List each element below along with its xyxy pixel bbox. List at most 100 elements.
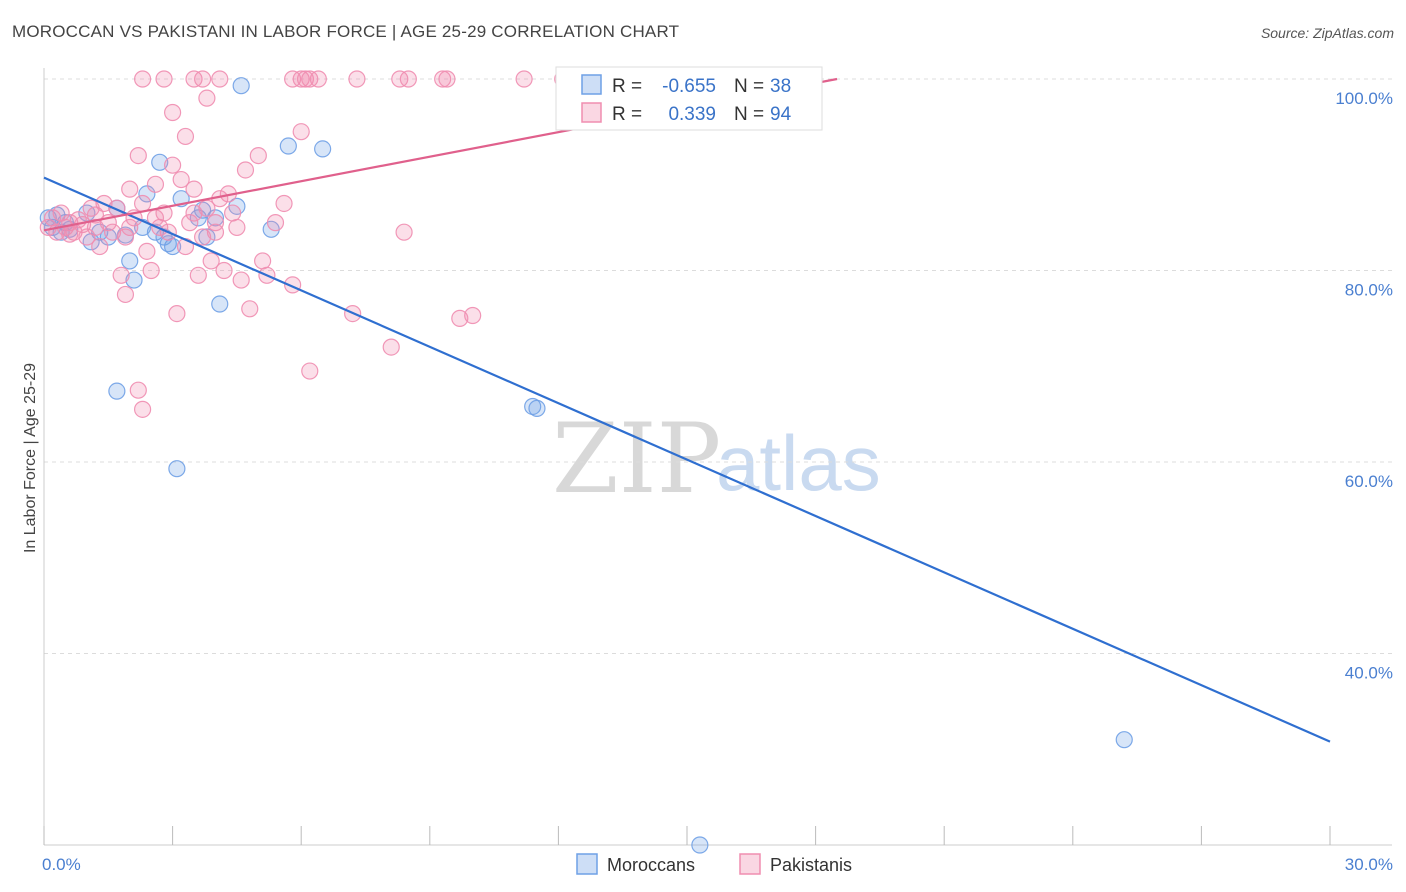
point-pakistanis [189,266,207,284]
point-pakistanis [172,170,190,189]
point-pakistanis [142,261,160,280]
point-pakistanis [438,70,456,88]
point-pakistanis [382,338,400,356]
point-pakistanis [129,381,147,399]
point-pakistanis [155,70,173,88]
point-pakistanis [116,228,135,246]
point-pakistanis [91,237,109,256]
point-pakistanis [232,271,250,289]
point-pakistanis [121,218,139,237]
point-pakistanis [399,70,417,88]
x-tick-label-0: 0.0% [42,855,81,874]
point-pakistanis [292,123,310,141]
point-pakistanis [275,194,293,213]
point-pakistanis [181,214,199,232]
point-moroccans [138,185,156,203]
point-moroccans [125,271,143,289]
point-pakistanis [78,228,96,246]
axes [43,68,1392,846]
point-pakistanis [198,89,216,107]
stats-n-value-moroccans: 38 [770,76,791,97]
point-pakistanis [146,175,165,193]
point-pakistanis [185,204,203,222]
point-pakistanis [296,70,315,88]
stats-r-value-pakistanis: 0.339 [668,104,716,125]
point-pakistanis [164,103,182,122]
point-pakistanis [185,180,203,198]
point-pakistanis [348,70,366,88]
point-moroccans [232,77,250,95]
chart-title: MOROCCAN VS PAKISTANI IN LABOR FORCE | A… [12,22,680,41]
point-pakistanis [215,261,233,280]
y-tick-label-80: 80.0% [1345,281,1393,300]
point-pakistanis [61,225,79,243]
point-pakistanis [194,228,212,246]
point-pakistanis [206,214,225,232]
watermark-zip: ZIP [552,403,721,515]
point-pakistanis [133,70,152,88]
point-moroccans [198,228,216,246]
y-tick-label-100: 100.0% [1335,89,1393,108]
stats-swatch-moroccans [581,74,602,95]
point-pakistanis [202,252,220,270]
point-pakistanis [133,400,152,418]
point-pakistanis [241,300,259,318]
point-moroccans [168,460,186,478]
stats-n-label-pakistanis: N = [734,104,764,125]
stats-r-label-pakistanis: R = [612,104,642,125]
stats-n-label-moroccans: N = [734,76,764,97]
point-pakistanis [451,309,469,327]
legend-swatch-pakistanis [739,853,761,875]
y-tick-label-60: 60.0% [1345,472,1393,491]
point-pakistanis [116,285,135,304]
point-moroccans [121,252,139,270]
legend-label-moroccans: Moroccans [607,855,695,875]
point-pakistanis [249,147,267,165]
point-moroccans [108,382,126,400]
point-moroccans [151,153,169,171]
point-moroccans [1115,731,1133,749]
point-pakistanis [236,161,255,179]
data-points [39,70,1133,854]
point-pakistanis [194,70,212,88]
point-pakistanis [228,218,246,237]
point-pakistanis [211,70,229,88]
source-credit: Source: ZipAtlas.com [1260,25,1394,41]
stats-r-label-moroccans: R = [612,76,642,97]
point-pakistanis [138,242,156,260]
point-pakistanis [266,214,285,232]
point-pakistanis [515,70,533,88]
point-pakistanis [121,180,139,198]
point-moroccans [211,295,229,313]
point-moroccans [691,836,709,854]
point-pakistanis [103,223,122,241]
point-pakistanis [112,266,130,284]
point-moroccans [314,140,332,158]
point-pakistanis [133,194,152,213]
point-moroccans [528,399,546,417]
stats-box: R = -0.655 N = 38 R = 0.339 N = 94 [555,66,823,131]
point-moroccans [206,209,225,227]
watermark-atlas: atlas [716,419,881,507]
point-pakistanis [301,362,319,380]
point-pakistanis [434,70,452,88]
point-pakistanis [309,70,327,88]
y-tick-label-40: 40.0% [1345,664,1393,683]
point-pakistanis [224,204,242,222]
point-pakistanis [168,304,186,323]
point-pakistanis [129,147,147,165]
trend-line-moroccans [43,176,1331,743]
stats-r-value-moroccans: -0.655 [662,76,716,97]
point-pakistanis [395,223,413,241]
point-pakistanis [164,156,182,174]
tick-labels: 100.0% 80.0% 60.0% 40.0% 0.0% 30.0% [42,89,1393,874]
point-pakistanis [176,127,195,146]
legend-swatch-moroccans [576,853,598,875]
stats-swatch-pakistanis [581,102,602,123]
point-pakistanis [464,306,482,325]
point-pakistanis [254,252,272,270]
point-pakistanis [206,223,225,241]
legend: Moroccans Pakistanis [576,853,852,875]
stats-n-value-pakistanis: 94 [770,104,792,125]
